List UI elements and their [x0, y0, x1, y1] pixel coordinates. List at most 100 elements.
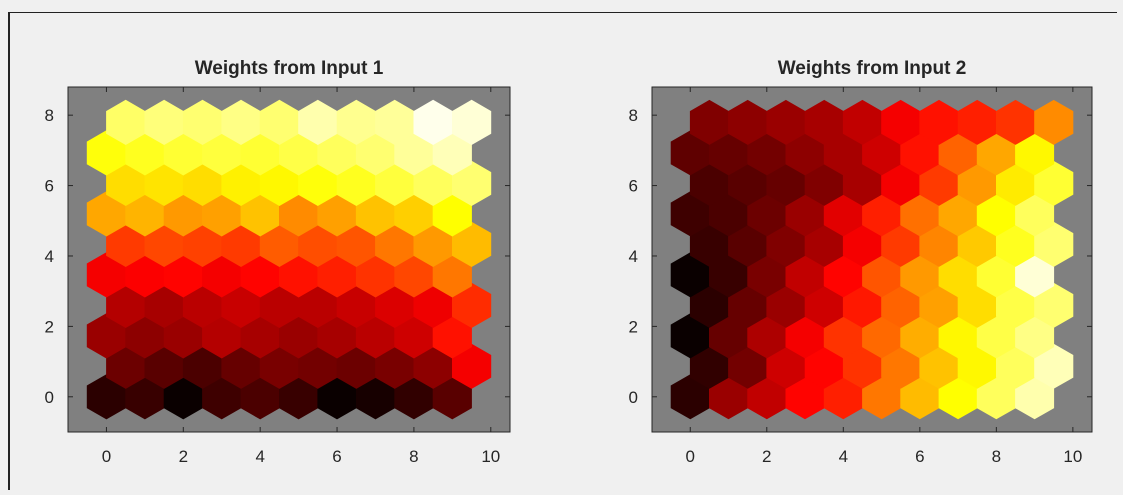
hex-cell: [336, 99, 376, 145]
hex-cell: [957, 343, 997, 389]
hex-cell: [938, 191, 978, 237]
hex-cell: [144, 160, 184, 206]
hex-cell: [766, 221, 806, 267]
hex-cell: [842, 160, 882, 206]
hex-cell: [957, 221, 997, 267]
hex-cell: [86, 252, 126, 298]
hex-cell: [919, 282, 959, 328]
hex-cell: [259, 160, 299, 206]
hex-cell: [900, 374, 940, 420]
hex-cell: [689, 282, 729, 328]
hex-cell: [125, 313, 165, 359]
hex-cell: [452, 160, 492, 206]
hex-cell: [355, 252, 396, 298]
hex-cell: [375, 160, 415, 206]
hex-cell: [452, 221, 492, 267]
y-tick-label: 4: [629, 247, 638, 266]
hex-cell: [317, 313, 357, 359]
hex-cell: [279, 313, 319, 359]
y-tick-label: 4: [45, 247, 54, 266]
hex-cell: [919, 160, 959, 206]
hex-cell: [259, 343, 299, 389]
hex-cell: [413, 99, 453, 145]
hex-cell: [1034, 282, 1074, 328]
hex-cell: [394, 374, 434, 420]
hex-cell: [709, 374, 748, 420]
hex-cell: [163, 252, 203, 298]
hex-cell: [1034, 99, 1074, 145]
hex-cell: [862, 130, 902, 176]
hex-cell: [452, 282, 492, 328]
hex-cell: [938, 313, 978, 359]
hex-cell: [432, 313, 472, 359]
hex-cell: [728, 343, 768, 389]
hex-cell: [182, 343, 223, 389]
hex-cell: [240, 130, 280, 176]
hex-cell: [413, 343, 453, 389]
hex-cell: [221, 343, 261, 389]
y-tick-label: 2: [45, 317, 54, 336]
hex-cell: [259, 99, 299, 145]
hex-cell: [298, 282, 338, 328]
hex-cell: [996, 221, 1035, 267]
hex-cell: [670, 252, 710, 298]
y-tick-label: 8: [45, 106, 54, 125]
x-tick-label: 10: [481, 447, 500, 466]
x-tick-label: 6: [915, 447, 924, 466]
hex-cell: [86, 374, 126, 420]
hex-cell: [375, 343, 415, 389]
x-tick-label: 6: [332, 447, 341, 466]
hex-cell: [689, 99, 729, 145]
hex-cell: [86, 191, 126, 237]
hex-cell: [452, 343, 492, 389]
hex-cell: [957, 282, 997, 328]
hex-cell: [125, 191, 165, 237]
hex-cell: [766, 343, 806, 389]
hex-cell: [709, 130, 748, 176]
hex-cell: [747, 374, 787, 420]
hex-cell: [957, 160, 997, 206]
hex-cell: [106, 282, 146, 328]
x-tick-label: 8: [409, 447, 418, 466]
hex-cell: [766, 282, 806, 328]
hex-cell: [670, 374, 710, 420]
hex-cell: [394, 252, 434, 298]
hex-cell: [1015, 313, 1055, 359]
hex-cell: [728, 282, 768, 328]
hex-cell: [298, 343, 338, 389]
hex-cell: [689, 343, 729, 389]
hex-cell: [957, 99, 997, 145]
hex-cell: [804, 282, 844, 328]
hex-cell: [336, 221, 376, 267]
y-tick-label: 2: [629, 317, 638, 336]
hex-cell: [182, 160, 223, 206]
hex-cell: [842, 221, 882, 267]
hex-cell: [804, 160, 844, 206]
x-tick-label: 4: [255, 447, 264, 466]
hex-cell: [202, 130, 242, 176]
chart-2: 0 2 4 6 8 10 0 2 4 6 8 Weights from Input 2: [629, 58, 1093, 466]
hex-cell: [747, 252, 787, 298]
x-tick-label: 0: [686, 447, 695, 466]
hex-cell: [355, 130, 396, 176]
hex-cell: [823, 252, 863, 298]
hex-cell: [125, 130, 165, 176]
hex-cell: [144, 343, 184, 389]
chart-1: 0 2 4 6 8 10 0 2 4 6 8 Weights from Input 1: [45, 58, 511, 466]
hex-cell: [976, 130, 1016, 176]
hex-cell: [413, 282, 453, 328]
hex-cell: [240, 374, 280, 420]
hex-cell: [106, 221, 146, 267]
hex-cell: [279, 191, 319, 237]
hex-cell: [1034, 343, 1074, 389]
hex-cell: [862, 252, 902, 298]
hex-cell: [747, 313, 787, 359]
hex-cell: [842, 99, 882, 145]
hex-cell: [279, 374, 319, 420]
axes-frame: [67, 86, 511, 433]
hex-cell: [1034, 160, 1074, 206]
hex-cell: [689, 221, 729, 267]
hex-cell: [240, 313, 280, 359]
hex-cell: [728, 160, 768, 206]
